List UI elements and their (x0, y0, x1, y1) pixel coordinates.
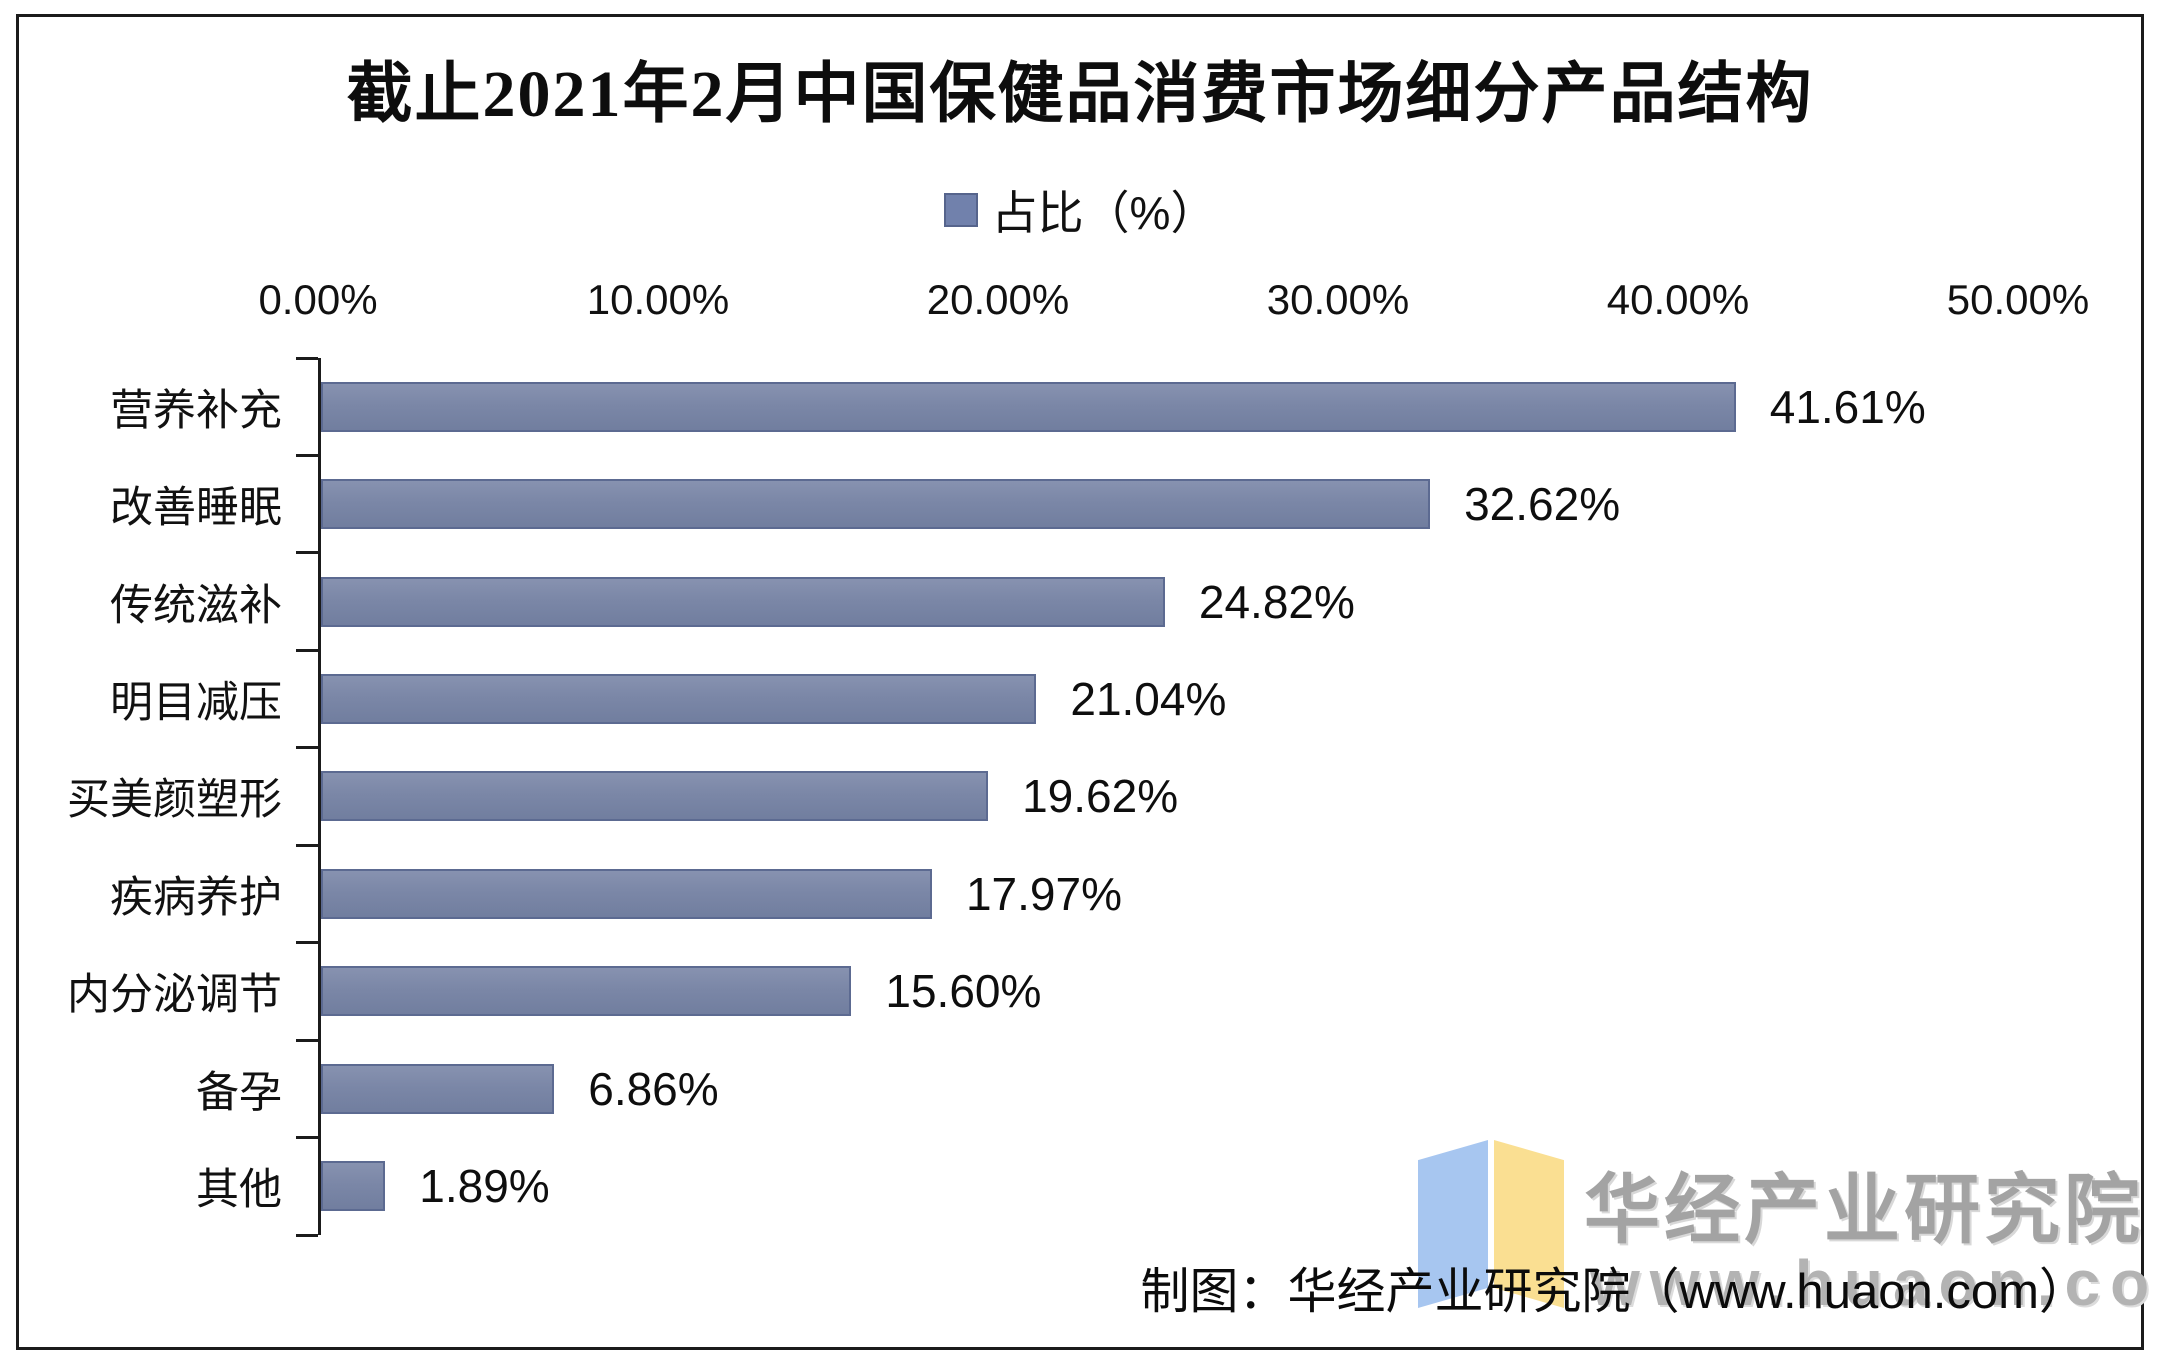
legend-label: 占比（%） (991, 187, 1217, 239)
bar-value-label: 21.04% (1070, 673, 1227, 726)
bar-营养补充 (321, 381, 1736, 432)
bar-row: 19.62% (321, 748, 2021, 845)
bar-value-label: 24.82% (1198, 575, 1355, 628)
bar-row: 21.04% (321, 650, 2021, 747)
chart-title: 截止2021年2月中国保健品消费市场细分产品结构 (346, 58, 1814, 131)
category-label: 明目减压 (110, 679, 282, 728)
category-label: 改善睡眠 (110, 484, 282, 533)
category-label: 内分泌调节 (67, 971, 282, 1020)
category-label: 疾病养护 (110, 873, 282, 922)
category-label: 备孕 (196, 1068, 282, 1117)
watermark: 华经产业研究院 www.huaon.com (1418, 1130, 2160, 1340)
watermark-url: www.huaon.com (1590, 1247, 2160, 1319)
x-axis-tick-label: 0.00% (258, 276, 378, 323)
watermark-name: 华经产业研究院 (1584, 1168, 2144, 1253)
x-axis-tick-label: 30.00% (1266, 276, 1410, 323)
y-axis-tick (296, 648, 318, 652)
category-label: 营养补充 (110, 386, 282, 435)
bar-value-label: 17.97% (965, 867, 1122, 920)
bar-内分泌调节 (321, 966, 852, 1017)
y-axis-tick (296, 1038, 318, 1042)
bar-row: 15.60% (321, 943, 2021, 1040)
bar-row: 17.97% (321, 845, 2021, 942)
category-label: 传统滋补 (110, 581, 282, 630)
category-label: 其他 (196, 1166, 282, 1215)
legend-swatch-icon (943, 193, 978, 227)
x-axis-tick-label: 10.00% (586, 276, 730, 323)
bar-row: 6.86% (321, 1040, 2021, 1137)
y-axis-tick (296, 941, 318, 945)
bar-value-label: 6.86% (588, 1062, 719, 1115)
bar-row: 32.62% (321, 455, 2021, 552)
y-axis-tick (296, 1233, 318, 1237)
plot-area: 41.61% 32.62% 24.82% 21.04% 19.62% 17.97% 15.6… (296, 356, 2021, 1237)
y-axis-tick (296, 356, 318, 360)
x-axis-tick-label: 20.00% (926, 276, 1070, 323)
bar-明目减压 (321, 674, 1037, 725)
x-axis-tick-label: 50.00% (1946, 276, 2090, 323)
category-label: 买美颜塑形 (67, 776, 282, 825)
y-axis-category-labels: 营养补充改善睡眠传统滋补明目减压买美颜塑形疾病养护内分泌调节备孕其他 (24, 358, 296, 1235)
huaon-book-logo-icon (1418, 1140, 1564, 1308)
y-axis-tick (296, 453, 318, 457)
bar-value-label: 15.60% (885, 965, 1042, 1018)
bar-row: 1.89% (321, 1138, 2021, 1235)
bar-row: 41.61% (321, 358, 2021, 455)
bar-value-label: 41.61% (1769, 380, 1926, 433)
y-axis-tick (296, 746, 318, 750)
logo-left-page (1418, 1140, 1488, 1308)
bar-买美颜塑形 (321, 771, 989, 822)
bar-value-label: 19.62% (1022, 770, 1179, 823)
y-axis-tick (296, 1136, 318, 1140)
bar-rows: 41.61% 32.62% 24.82% 21.04% 19.62% 17.97% 15.6… (321, 358, 2021, 1235)
bar-其他 (321, 1161, 386, 1212)
bar-row: 24.82% (321, 553, 2021, 650)
legend: 占比（%） (0, 178, 2160, 242)
logo-right-page (1494, 1140, 1564, 1308)
x-axis: 0.00% 10.00% 20.00% 30.00% 40.00% 50.00% (258, 276, 2089, 326)
bar-value-label: 1.89% (419, 1160, 550, 1213)
y-axis-tick (296, 551, 318, 555)
bar-传统滋补 (321, 576, 1165, 627)
bar-value-label: 32.62% (1464, 478, 1621, 531)
bar-备孕 (321, 1063, 555, 1114)
bar-疾病养护 (321, 868, 932, 919)
x-axis-tick-label: 40.00% (1606, 276, 1750, 323)
y-axis-tick (296, 843, 318, 847)
attribution-text: 制图：华经产业研究院（www.huaon.com） (1140, 1265, 2088, 1319)
bar-改善睡眠 (321, 479, 1431, 530)
